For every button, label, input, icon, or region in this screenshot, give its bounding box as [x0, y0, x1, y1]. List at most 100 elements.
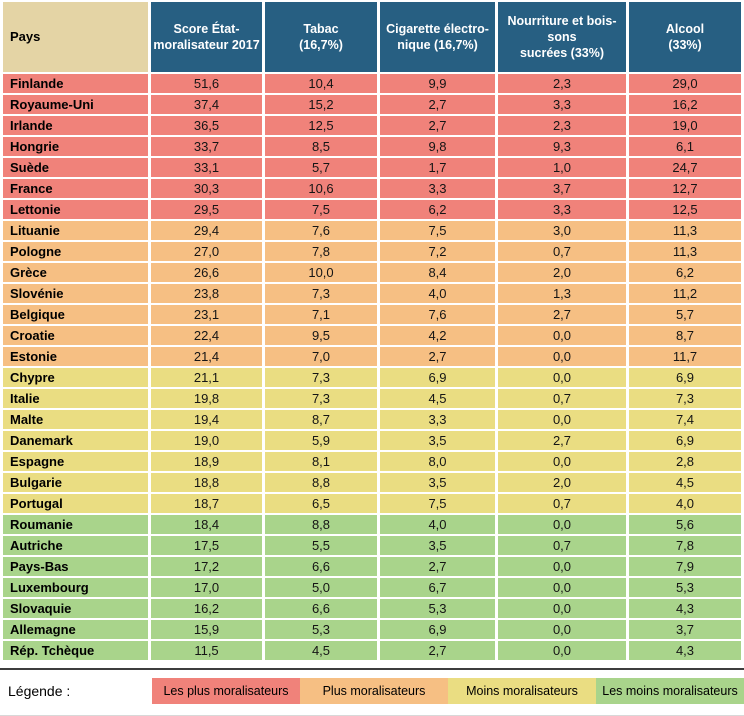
cell-nourriture-boissons: 2,0: [498, 473, 626, 492]
cell-cigarette-electronique: 4,2: [380, 326, 495, 345]
column-header-score: Score État- moralisateur 2017: [151, 2, 262, 72]
cell-pays: Hongrie: [3, 137, 148, 156]
cell-nourriture-boissons: 3,3: [498, 95, 626, 114]
cell-cigarette-electronique: 3,5: [380, 536, 495, 555]
cell-nourriture-boissons: 0,0: [498, 515, 626, 534]
cell-nourriture-boissons: 2,7: [498, 305, 626, 324]
cell-score: 18,8: [151, 473, 262, 492]
cell-cigarette-electronique: 1,7: [380, 158, 495, 177]
cell-pays: Slovaquie: [3, 599, 148, 618]
cell-pays: Allemagne: [3, 620, 148, 639]
cell-score: 11,5: [151, 641, 262, 660]
table-row: Italie 19,8 7,3 4,5 0,7 7,3: [3, 389, 741, 408]
table-row: Roumanie 18,4 8,8 4,0 0,0 5,6: [3, 515, 741, 534]
cell-tabac: 7,0: [265, 347, 377, 366]
cell-tabac: 12,5: [265, 116, 377, 135]
cell-pays: Autriche: [3, 536, 148, 555]
cell-pays: Royaume-Uni: [3, 95, 148, 114]
cell-tabac: 10,4: [265, 74, 377, 93]
cell-tabac: 6,6: [265, 599, 377, 618]
cell-pays: Rép. Tchèque: [3, 641, 148, 660]
cell-nourriture-boissons: 0,0: [498, 326, 626, 345]
cell-alcool: 4,0: [629, 494, 741, 513]
cell-cigarette-electronique: 2,7: [380, 641, 495, 660]
cell-pays: Portugal: [3, 494, 148, 513]
cell-cigarette-electronique: 4,0: [380, 284, 495, 303]
cell-score: 18,4: [151, 515, 262, 534]
cell-tabac: 5,5: [265, 536, 377, 555]
cell-alcool: 12,5: [629, 200, 741, 219]
cell-pays: Espagne: [3, 452, 148, 471]
table-row: Croatie 22,4 9,5 4,2 0,0 8,7: [3, 326, 741, 345]
cell-alcool: 2,8: [629, 452, 741, 471]
cell-tabac: 7,1: [265, 305, 377, 324]
cell-score: 17,0: [151, 578, 262, 597]
cell-nourriture-boissons: 2,7: [498, 431, 626, 450]
cell-tabac: 5,0: [265, 578, 377, 597]
cell-nourriture-boissons: 0,0: [498, 347, 626, 366]
cell-tabac: 10,0: [265, 263, 377, 282]
legend-item-plus-moralisateurs: Plus moralisateurs: [300, 678, 448, 704]
cell-cigarette-electronique: 6,9: [380, 368, 495, 387]
cell-score: 22,4: [151, 326, 262, 345]
cell-score: 36,5: [151, 116, 262, 135]
cell-cigarette-electronique: 4,0: [380, 515, 495, 534]
table-row: Bulgarie 18,8 8,8 3,5 2,0 4,5: [3, 473, 741, 492]
cell-score: 21,1: [151, 368, 262, 387]
cell-pays: Italie: [3, 389, 148, 408]
cell-cigarette-electronique: 7,6: [380, 305, 495, 324]
cell-pays: Bulgarie: [3, 473, 148, 492]
table-row: Autriche 17,5 5,5 3,5 0,7 7,8: [3, 536, 741, 555]
cell-pays: Grèce: [3, 263, 148, 282]
cell-nourriture-boissons: 1,3: [498, 284, 626, 303]
header-row: Pays Score État- moralisateur 2017 Tabac…: [3, 2, 741, 72]
cell-cigarette-electronique: 8,0: [380, 452, 495, 471]
cell-cigarette-electronique: 8,4: [380, 263, 495, 282]
cell-tabac: 10,6: [265, 179, 377, 198]
cell-cigarette-electronique: 2,7: [380, 95, 495, 114]
column-header-alcool: Alcool (33%): [629, 2, 741, 72]
cell-tabac: 7,3: [265, 284, 377, 303]
cell-pays: Malte: [3, 410, 148, 429]
cell-nourriture-boissons: 2,0: [498, 263, 626, 282]
cell-alcool: 3,7: [629, 620, 741, 639]
cell-alcool: 7,4: [629, 410, 741, 429]
cell-score: 15,9: [151, 620, 262, 639]
cell-pays: Estonie: [3, 347, 148, 366]
cell-alcool: 6,1: [629, 137, 741, 156]
cell-cigarette-electronique: 2,7: [380, 557, 495, 576]
cell-nourriture-boissons: 0,7: [498, 494, 626, 513]
cell-alcool: 4,5: [629, 473, 741, 492]
column-header-pays: Pays: [3, 2, 148, 72]
cell-nourriture-boissons: 2,3: [498, 116, 626, 135]
table-header: Pays Score État- moralisateur 2017 Tabac…: [3, 2, 741, 72]
cell-score: 33,7: [151, 137, 262, 156]
table-row: Rép. Tchèque 11,5 4,5 2,7 0,0 4,3: [3, 641, 741, 660]
cell-nourriture-boissons: 0,0: [498, 410, 626, 429]
cell-score: 33,1: [151, 158, 262, 177]
table-row: Hongrie 33,7 8,5 9,8 9,3 6,1: [3, 137, 741, 156]
cell-tabac: 6,5: [265, 494, 377, 513]
cell-pays: Suède: [3, 158, 148, 177]
cell-nourriture-boissons: 0,0: [498, 578, 626, 597]
cell-score: 51,6: [151, 74, 262, 93]
table-row: Danemark 19,0 5,9 3,5 2,7 6,9: [3, 431, 741, 450]
cell-cigarette-electronique: 3,5: [380, 473, 495, 492]
column-header-tabac: Tabac (16,7%): [265, 2, 377, 72]
cell-cigarette-electronique: 3,5: [380, 431, 495, 450]
cell-alcool: 11,7: [629, 347, 741, 366]
cell-nourriture-boissons: 1,0: [498, 158, 626, 177]
cell-cigarette-electronique: 9,9: [380, 74, 495, 93]
cell-alcool: 8,7: [629, 326, 741, 345]
cell-score: 23,1: [151, 305, 262, 324]
cell-alcool: 11,3: [629, 221, 741, 240]
cell-pays: Pologne: [3, 242, 148, 261]
table-row: Royaume-Uni 37,4 15,2 2,7 3,3 16,2: [3, 95, 741, 114]
cell-alcool: 4,3: [629, 641, 741, 660]
legend-title: Légende :: [8, 683, 71, 699]
table-row: Chypre 21,1 7,3 6,9 0,0 6,9: [3, 368, 741, 387]
cell-score: 27,0: [151, 242, 262, 261]
legend-item-les-plus-moralisateurs: Les plus moralisateurs: [152, 678, 300, 704]
cell-cigarette-electronique: 2,7: [380, 347, 495, 366]
